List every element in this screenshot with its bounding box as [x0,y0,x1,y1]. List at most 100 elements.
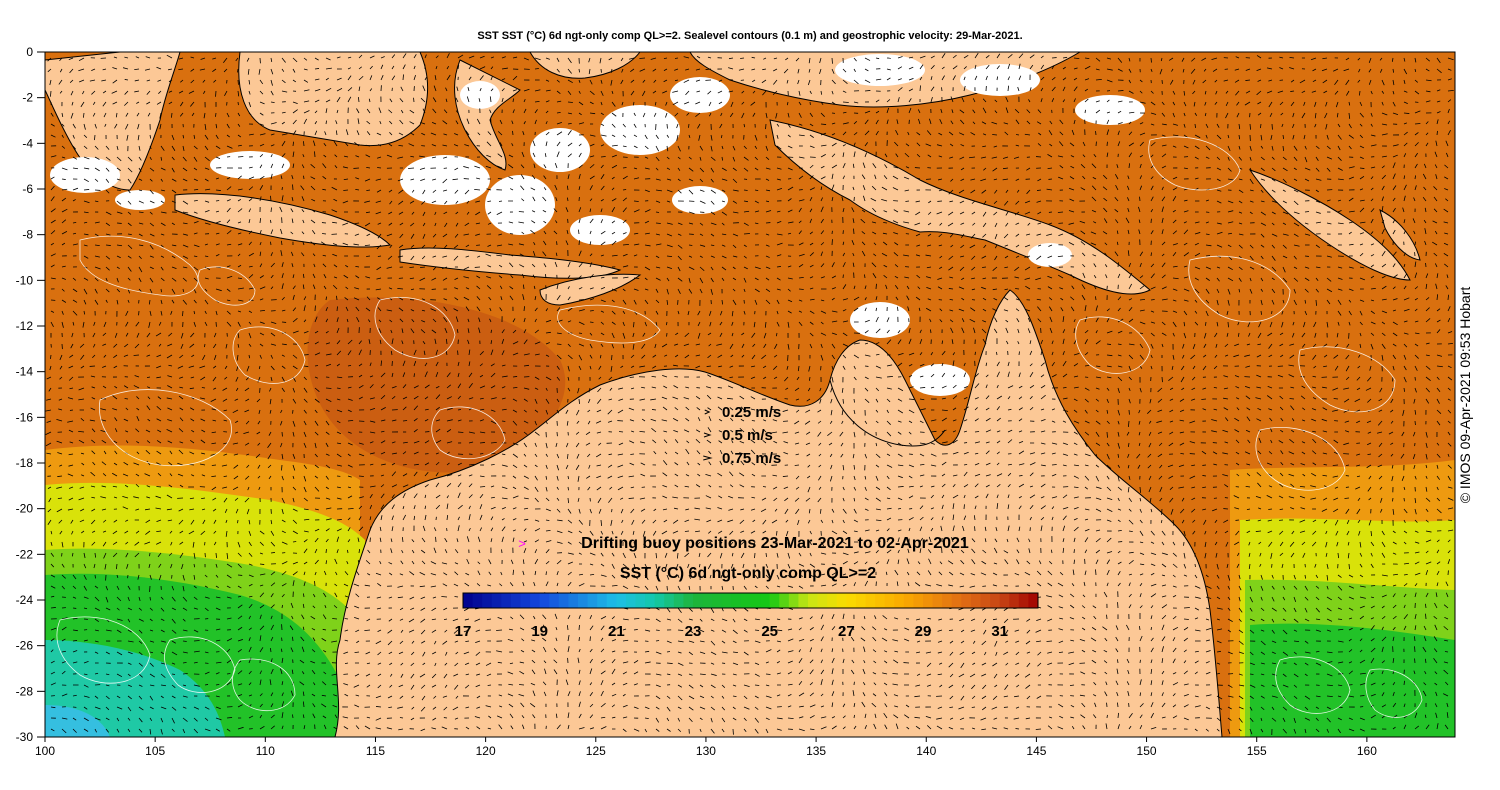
velocity-arrow [864,319,870,323]
velocity-arrow [1292,321,1295,326]
velocity-arrow [292,354,298,359]
velocity-arrow [1194,177,1199,180]
velocity-arrow [875,353,880,356]
velocity-arrow [204,343,206,348]
velocity-arrow [1403,57,1406,62]
velocity-arrow [1161,101,1165,106]
velocity-arrow [456,86,459,92]
velocity-arrow [237,321,241,327]
velocity-arrow [633,321,635,328]
velocity-arrow [475,211,481,216]
velocity-arrow [1392,79,1395,86]
velocity-arrow [1323,464,1328,466]
velocity-arrow [545,342,550,345]
velocity-arrow [982,320,987,323]
velocity-arrow [532,196,536,202]
velocity-arrow [973,327,976,334]
velocity-arrow [332,243,338,246]
velocity-arrow [1084,57,1090,60]
velocity-arrow [1139,132,1146,136]
velocity-arrow [1106,330,1113,334]
velocity-arrow [313,140,316,147]
velocity-arrow [1260,244,1265,248]
velocity-arrow [190,332,195,338]
velocity-arrow [498,233,503,236]
velocity-arrow [443,133,448,136]
velocity-arrow [1194,145,1200,150]
velocity-arrow [653,79,657,83]
velocity-arrow [1161,298,1168,301]
velocity-arrow [102,343,107,346]
velocity-arrow [762,68,767,71]
velocity-arrow [763,343,767,349]
velocity-arrow [875,316,879,323]
velocity-arrow [105,189,110,194]
velocity-arrow [556,295,561,301]
velocity-arrow [1037,178,1042,182]
velocity-arrow [453,144,459,147]
velocity-arrow [369,75,373,81]
velocity-arrow [1150,263,1155,268]
velocity-arrow [1292,112,1295,118]
velocity-arrow [94,299,99,305]
velocity-arrow [420,122,426,125]
velocity-arrow [787,265,792,268]
velocity-arrow [1412,218,1416,224]
velocity-arrow [1216,277,1220,282]
velocity-arrow [1300,354,1306,357]
velocity-arrow [842,90,847,93]
velocity-arrow [1051,76,1056,81]
velocity-arrow [144,68,151,71]
velocity-arrow [1017,328,1020,334]
velocity-arrow [864,90,871,92]
velocity-arrow [83,310,86,315]
velocity-arrow [686,112,690,116]
velocity-arrow [644,244,651,247]
velocity-arrow [61,145,66,149]
velocity-arrow [1026,189,1031,195]
velocity-arrow [191,112,195,117]
velocity-arrow [533,241,536,246]
velocity-arrow [665,321,668,326]
velocity-arrow [135,56,140,59]
velocity-arrow [919,338,923,345]
velocity-arrow [1057,155,1064,158]
velocity-arrow [970,233,976,239]
velocity-arrow [1018,53,1024,59]
velocity-arrow [1003,122,1009,125]
velocity-arrow [567,122,572,125]
velocity-arrow [939,308,943,312]
velocity-arrow [993,200,998,204]
velocity-arrow [1091,209,1097,213]
velocity-arrow [1301,112,1306,119]
velocity-arrow [50,176,55,180]
velocity-arrow [753,321,756,328]
velocity-arrow [1392,144,1399,147]
velocity-arrow [710,134,713,141]
velocity-arrow [732,244,737,249]
velocity-arrow [1128,90,1134,94]
velocity-arrow [820,186,823,191]
velocity-arrow [1062,77,1067,81]
velocity-arrow [386,233,393,237]
velocity-arrow [1315,266,1321,269]
velocity-arrow [347,67,352,70]
velocity-arrow [444,244,448,249]
velocity-arrow [291,174,294,180]
velocity-arrow [1403,297,1410,301]
velocity-arrow [1117,343,1122,346]
velocity-arrow [259,79,264,85]
velocity-arrow [501,338,505,345]
velocity-arrow [950,327,954,334]
velocity-arrow [226,207,231,213]
velocity-arrow [611,206,616,213]
velocity-arrow [545,79,550,82]
velocity-arrow [534,109,538,114]
velocity-arrow [1370,198,1374,202]
velocity-arrow [1271,145,1274,151]
velocity-arrow [655,200,661,203]
velocity-arrow [633,134,638,138]
velocity-arrow [1073,67,1078,70]
velocity-arrow [1004,255,1009,259]
velocity-arrow [1238,277,1242,282]
